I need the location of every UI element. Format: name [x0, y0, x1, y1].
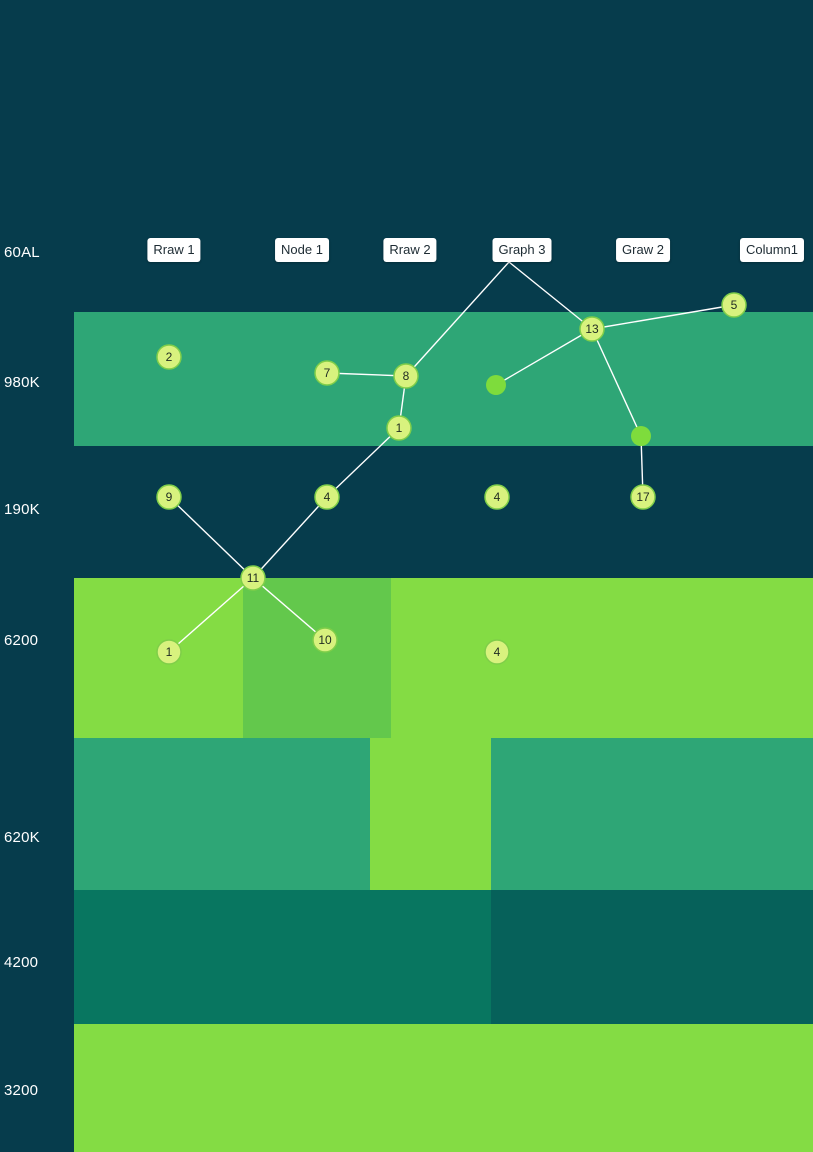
- node-circle: [630, 484, 656, 510]
- band-row-5-right: [491, 738, 813, 890]
- graph-node-n_solid_b[interactable]: [631, 426, 651, 446]
- column-header-4[interactable]: Graph 3: [492, 238, 552, 262]
- node-circle: [484, 484, 510, 510]
- band-row-5-middle: [370, 738, 491, 890]
- row-label-5: 620K: [4, 829, 40, 846]
- node-circle: [156, 484, 182, 510]
- graph-node-n4c[interactable]: 4: [484, 639, 510, 665]
- graph-node-n13[interactable]: 13: [579, 316, 605, 342]
- graph-node-n17[interactable]: 17: [630, 484, 656, 510]
- graph-node-n9[interactable]: 9: [156, 484, 182, 510]
- band-row-4-highlight-cell: [243, 578, 391, 738]
- node-label: 7: [324, 366, 331, 380]
- edge-n11-n10: [252, 577, 326, 641]
- band-layer: [74, 312, 813, 1152]
- node-label: 17: [636, 490, 650, 504]
- graph-node-n1b[interactable]: 1: [156, 639, 182, 665]
- band-row-6-left: [74, 890, 491, 1024]
- node-circle: [314, 484, 340, 510]
- node-label: 5: [731, 298, 738, 312]
- node-circle: [579, 316, 605, 342]
- row-label-3: 190K: [4, 501, 40, 518]
- node-label: 11: [247, 571, 260, 585]
- node-label: 4: [324, 490, 331, 504]
- node-label: 10: [318, 633, 332, 647]
- edge-n13-n5: [591, 304, 735, 330]
- band-row-3: [74, 446, 813, 578]
- node-circle: [312, 627, 338, 653]
- node-label: 8: [403, 369, 410, 383]
- band-row-4: [74, 578, 813, 738]
- node-label: 4: [494, 645, 501, 659]
- graph-node-n10[interactable]: 10: [312, 627, 338, 653]
- node-label: 1: [396, 421, 403, 435]
- band-row-5-left: [74, 738, 370, 890]
- row-label-1: 60AL: [4, 244, 40, 261]
- edge-n9-n11: [168, 496, 254, 579]
- column-header-2[interactable]: Node 1: [275, 238, 329, 262]
- row-label-6: 4200: [4, 954, 39, 971]
- graph-node-n8[interactable]: 8: [393, 363, 419, 389]
- node-circle: [721, 292, 747, 318]
- node-label: 9: [166, 490, 173, 504]
- graph-node-n4a[interactable]: 4: [314, 484, 340, 510]
- edge-n_top_graph3-n13: [508, 261, 593, 330]
- column-header-1[interactable]: Rraw 1: [147, 238, 201, 262]
- node-label: 2: [166, 350, 173, 364]
- graph-node-n7[interactable]: 7: [314, 360, 340, 386]
- node-label: 4: [494, 490, 501, 504]
- row-label-4: 6200: [4, 632, 39, 649]
- band-row-7: [74, 1024, 813, 1152]
- node-circle: [240, 565, 266, 591]
- graph-node-n2[interactable]: 2: [156, 344, 182, 370]
- node-circle: [156, 639, 182, 665]
- edge-n11-n1b: [168, 577, 254, 653]
- node-circle: [631, 426, 651, 446]
- edge-n13-n_solid_b: [591, 328, 642, 437]
- graph-node-n5[interactable]: 5: [721, 292, 747, 318]
- edge-n_top_graph3-n8: [405, 261, 510, 377]
- band-row-2: [74, 312, 813, 446]
- edge-n1a-n4a: [326, 427, 400, 498]
- node-circle: [484, 639, 510, 665]
- node-circle: [314, 360, 340, 386]
- column-header-6[interactable]: Column1: [739, 238, 805, 262]
- band-row-6-right: [491, 890, 813, 1024]
- column-header-5[interactable]: Graw 2: [616, 238, 670, 262]
- edge-n4a-n11: [252, 496, 328, 579]
- node-circle: [486, 375, 506, 395]
- row-label-2: 980K: [4, 374, 40, 391]
- node-label: 1: [166, 645, 173, 659]
- node-circle: [156, 344, 182, 370]
- graph-node-n4b[interactable]: 4: [484, 484, 510, 510]
- node-circle: [393, 363, 419, 389]
- edge-n7-n8: [326, 372, 407, 377]
- graph-node-n_solid_a[interactable]: [486, 375, 506, 395]
- edge-n13-n_solid_a: [495, 328, 593, 386]
- row-label-7: 3200: [4, 1082, 39, 1099]
- graph-node-n11[interactable]: 11: [240, 565, 266, 591]
- column-header-3[interactable]: Rraw 2: [383, 238, 437, 262]
- graph-node-n1a[interactable]: 1: [386, 415, 412, 441]
- node-label: 13: [585, 322, 599, 336]
- node-circle: [386, 415, 412, 441]
